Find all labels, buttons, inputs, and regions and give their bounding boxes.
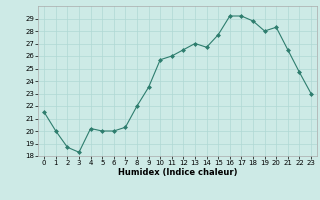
X-axis label: Humidex (Indice chaleur): Humidex (Indice chaleur) xyxy=(118,168,237,177)
